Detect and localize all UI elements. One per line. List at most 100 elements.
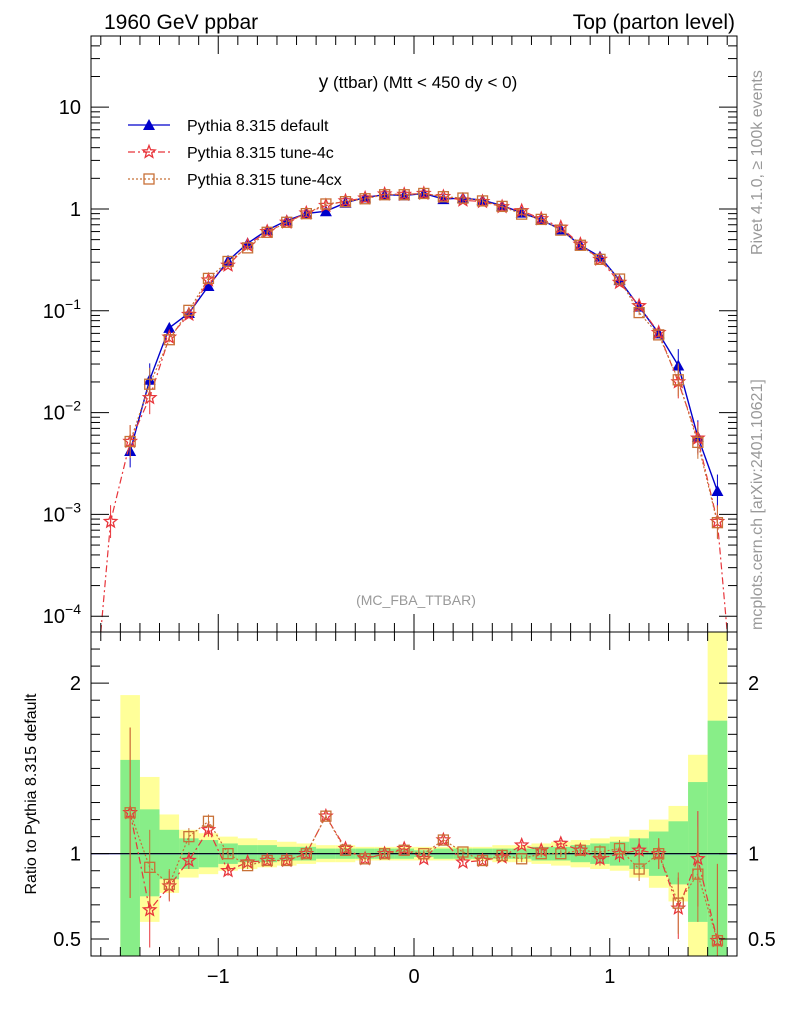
- data-point: [183, 304, 195, 317]
- band-segment: [707, 720, 728, 956]
- ratio-point: [261, 854, 273, 867]
- ratio-point: [202, 815, 215, 827]
- ratio-point: [594, 846, 606, 858]
- data-point: [163, 321, 176, 333]
- ratio-point: [513, 836, 530, 852]
- data-point: [653, 329, 665, 341]
- ratio-point: [711, 935, 724, 947]
- plot-title-main: y: [319, 72, 329, 93]
- ratio-point: [398, 844, 410, 856]
- ratio-point: [516, 853, 528, 865]
- data-point: [711, 484, 724, 496]
- legend-marker: [143, 119, 155, 130]
- analysis-watermark: (MC_FBA_TTBAR): [356, 592, 476, 608]
- header-right: Top (parton level): [573, 11, 735, 34]
- data-point: [613, 273, 626, 285]
- ratio-point: [574, 844, 587, 856]
- y-tick-exponent: −3: [65, 499, 81, 515]
- data-point: [398, 189, 410, 201]
- ratio-point: [692, 868, 704, 880]
- legend-marker: [143, 173, 155, 185]
- ratio-point: [281, 854, 293, 867]
- rivet-label: Rivet 4.1.0, ≥ 100k events: [749, 70, 766, 255]
- legend-item-tune4cx: Pythia 8.315 tune-4cx: [128, 172, 342, 189]
- data-point: [339, 196, 352, 208]
- legend-label: Pythia 8.315 default: [187, 118, 329, 135]
- data-point: [144, 378, 156, 390]
- y-tick-label: 1: [70, 199, 81, 221]
- ratio-y-tick-label: 1: [70, 844, 81, 866]
- ratio-point: [163, 878, 175, 891]
- ratio-plot-panel: 0.5 0.5 1 1 2 2 −1 0 1 Ratio to Pythia 8.315 def…: [23, 631, 776, 988]
- x-tick-label: 0: [408, 966, 419, 988]
- ratio-line-tune4c: [129, 812, 718, 941]
- data-point: [457, 192, 469, 204]
- series-line-default: [129, 192, 719, 492]
- band-segment: [159, 829, 180, 880]
- plot-title-rest: (ttbar) (Mtt < 450 dy < 0): [328, 73, 517, 92]
- series-tune4c: [100, 185, 728, 633]
- ratio-point: [141, 901, 158, 917]
- data-point: [555, 224, 567, 236]
- x-tick-label: −1: [207, 966, 230, 988]
- data-point: [124, 435, 136, 448]
- ratio-point: [241, 859, 254, 872]
- ratio-point: [124, 807, 136, 819]
- ratio-point: [653, 848, 665, 860]
- ratio-plot-frame: [90, 631, 738, 957]
- y-tick-base: 10: [43, 403, 65, 425]
- y-tick-base: 10: [43, 606, 65, 628]
- y-tick-label: 10−4: [43, 601, 81, 628]
- data-point: [320, 198, 332, 210]
- ratio-point: [631, 842, 648, 857]
- y-tick-label: 10−3: [43, 499, 81, 526]
- ratio-point: [339, 844, 352, 856]
- series-line-tune4cx: [129, 192, 718, 523]
- legend-marker: [141, 143, 157, 159]
- y-tick-exponent: −4: [65, 601, 81, 617]
- ratio-point: [359, 853, 371, 865]
- y-tick-label: 10: [59, 97, 81, 119]
- series-line-tune4c: [100, 192, 728, 633]
- ratio-y-tick-label-right: 0.5: [748, 929, 776, 951]
- data-point: [692, 436, 704, 449]
- mcplots-label: mcplots.cern.ch [arXiv:2401.10621]: [749, 379, 766, 630]
- data-point: [222, 255, 234, 268]
- ratio-point: [672, 897, 684, 909]
- ratio-line-tune4cx: [129, 812, 718, 941]
- ratio-y-tick-label-right: 2: [748, 673, 759, 695]
- ratio-point: [633, 863, 645, 875]
- header-left: 1960 GeV ppbar: [104, 11, 258, 34]
- legend-label: Pythia 8.315 tune-4cx: [187, 172, 342, 189]
- data-point: [418, 187, 430, 200]
- ratio-point: [200, 821, 217, 837]
- data-point: [437, 191, 450, 203]
- ratio-y-axis-label: Ratio to Pythia 8.315 default: [23, 693, 40, 895]
- legend-item-default: Pythia 8.315 default: [128, 118, 329, 135]
- ratio-point: [220, 862, 236, 878]
- ratio-y-tick-label: 2: [70, 673, 81, 695]
- x-tick-label: 1: [604, 966, 615, 988]
- data-point: [593, 250, 606, 262]
- data-point: [476, 195, 489, 207]
- ratio-point: [222, 848, 234, 860]
- data-point: [102, 513, 119, 529]
- ratio-point: [320, 810, 332, 822]
- ratio-point: [437, 834, 450, 846]
- data-point: [261, 226, 273, 238]
- ratio-point: [555, 848, 567, 860]
- ratio-point: [455, 853, 471, 869]
- ratio-point: [613, 842, 626, 855]
- data-point: [319, 205, 332, 217]
- data-point: [496, 200, 508, 213]
- legend-label: Pythia 8.315 tune-4c: [187, 145, 334, 162]
- ratio-y-tick-label-right: 1: [748, 844, 759, 866]
- uncertainty-band-yellow: [120, 632, 728, 956]
- y-tick-base: 10: [43, 301, 65, 323]
- ratio-point: [457, 846, 469, 858]
- y-tick-exponent: −2: [65, 398, 81, 414]
- data-point: [516, 208, 528, 220]
- data-point: [300, 207, 312, 220]
- data-point: [594, 253, 606, 266]
